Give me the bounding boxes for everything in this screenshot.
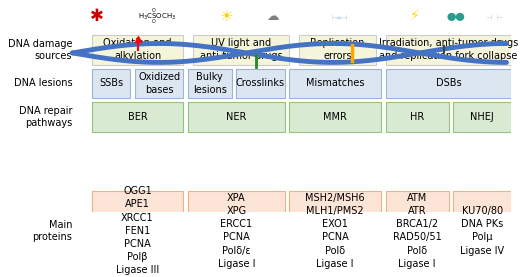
Text: NHEJ: NHEJ [470,112,494,122]
Text: DNA repair
pathways: DNA repair pathways [19,106,72,128]
Text: Replication
errors: Replication errors [311,38,365,61]
FancyBboxPatch shape [289,102,381,132]
FancyBboxPatch shape [92,35,184,65]
Text: SSBs: SSBs [99,78,123,88]
Text: ☀: ☀ [220,9,233,24]
Text: DNA lesions: DNA lesions [14,78,72,88]
Text: Crosslinks: Crosslinks [236,78,285,88]
Text: XPA
XPG
ERCC1
PCNA
Polδ/ε
Ligase I: XPA XPG ERCC1 PCNA Polδ/ε Ligase I [217,193,255,269]
FancyBboxPatch shape [92,191,184,271]
Text: ⊢═⊣: ⊢═⊣ [332,15,348,21]
Text: ✱: ✱ [89,7,104,25]
Text: MMR: MMR [323,112,347,122]
Text: Irradiation, anti-tumor drugs
and replication fork collapse: Irradiation, anti-tumor drugs and replic… [379,38,518,61]
Text: ☁: ☁ [266,10,279,23]
FancyBboxPatch shape [289,69,381,98]
Text: ATM
ATR
BRCA1/2
RAD50/51
Polδ
Ligase I: ATM ATR BRCA1/2 RAD50/51 Polδ Ligase I [393,193,442,269]
Text: OGG1
APE1
XRCC1
FEN1
PCNA
Polβ
Ligase III: OGG1 APE1 XRCC1 FEN1 PCNA Polβ Ligase II… [116,186,159,275]
FancyBboxPatch shape [188,191,285,271]
Text: Oxidized
bases: Oxidized bases [138,72,180,95]
FancyBboxPatch shape [193,35,289,65]
Text: BER: BER [127,112,148,122]
Text: KU70/80
DNA PKs
Polμ
Ligase IV: KU70/80 DNA PKs Polμ Ligase IV [460,206,505,256]
Text: ⊣  ⊢: ⊣ ⊢ [486,15,503,21]
FancyBboxPatch shape [236,69,285,98]
Text: UV light and
anti-tumor drugs: UV light and anti-tumor drugs [200,38,282,61]
Text: DSBs: DSBs [436,78,461,88]
Text: NER: NER [226,112,247,122]
Text: $\rm H_3C$$\rm \overset{O}{\underset{O}{S}}$$\rm OCH_3$: $\rm H_3C$$\rm \overset{O}{\underset{O}{… [138,6,176,26]
FancyBboxPatch shape [386,35,512,65]
FancyBboxPatch shape [453,102,512,132]
FancyBboxPatch shape [188,69,232,98]
FancyBboxPatch shape [92,69,130,98]
Text: Mismatches: Mismatches [306,78,364,88]
Text: ⬤⬤: ⬤⬤ [446,12,465,20]
FancyBboxPatch shape [289,191,381,271]
Text: ⚡: ⚡ [410,9,419,23]
Text: DNA damage
sources: DNA damage sources [8,39,72,61]
FancyBboxPatch shape [188,102,285,132]
Text: Oxidation and
alkylation: Oxidation and alkylation [103,38,172,61]
Text: Bulky
lesions: Bulky lesions [193,72,227,95]
FancyBboxPatch shape [386,191,449,271]
Text: Main
proteins: Main proteins [32,220,72,242]
FancyBboxPatch shape [386,69,512,98]
FancyBboxPatch shape [92,102,184,132]
Text: HR: HR [410,112,424,122]
FancyBboxPatch shape [135,69,184,98]
Text: MSH2/MSH6
MLH1/PMS2
EXO1
PCNA
Polδ
Ligase I: MSH2/MSH6 MLH1/PMS2 EXO1 PCNA Polδ Ligas… [305,193,365,269]
FancyBboxPatch shape [299,35,376,65]
FancyBboxPatch shape [453,191,512,271]
FancyBboxPatch shape [386,102,449,132]
